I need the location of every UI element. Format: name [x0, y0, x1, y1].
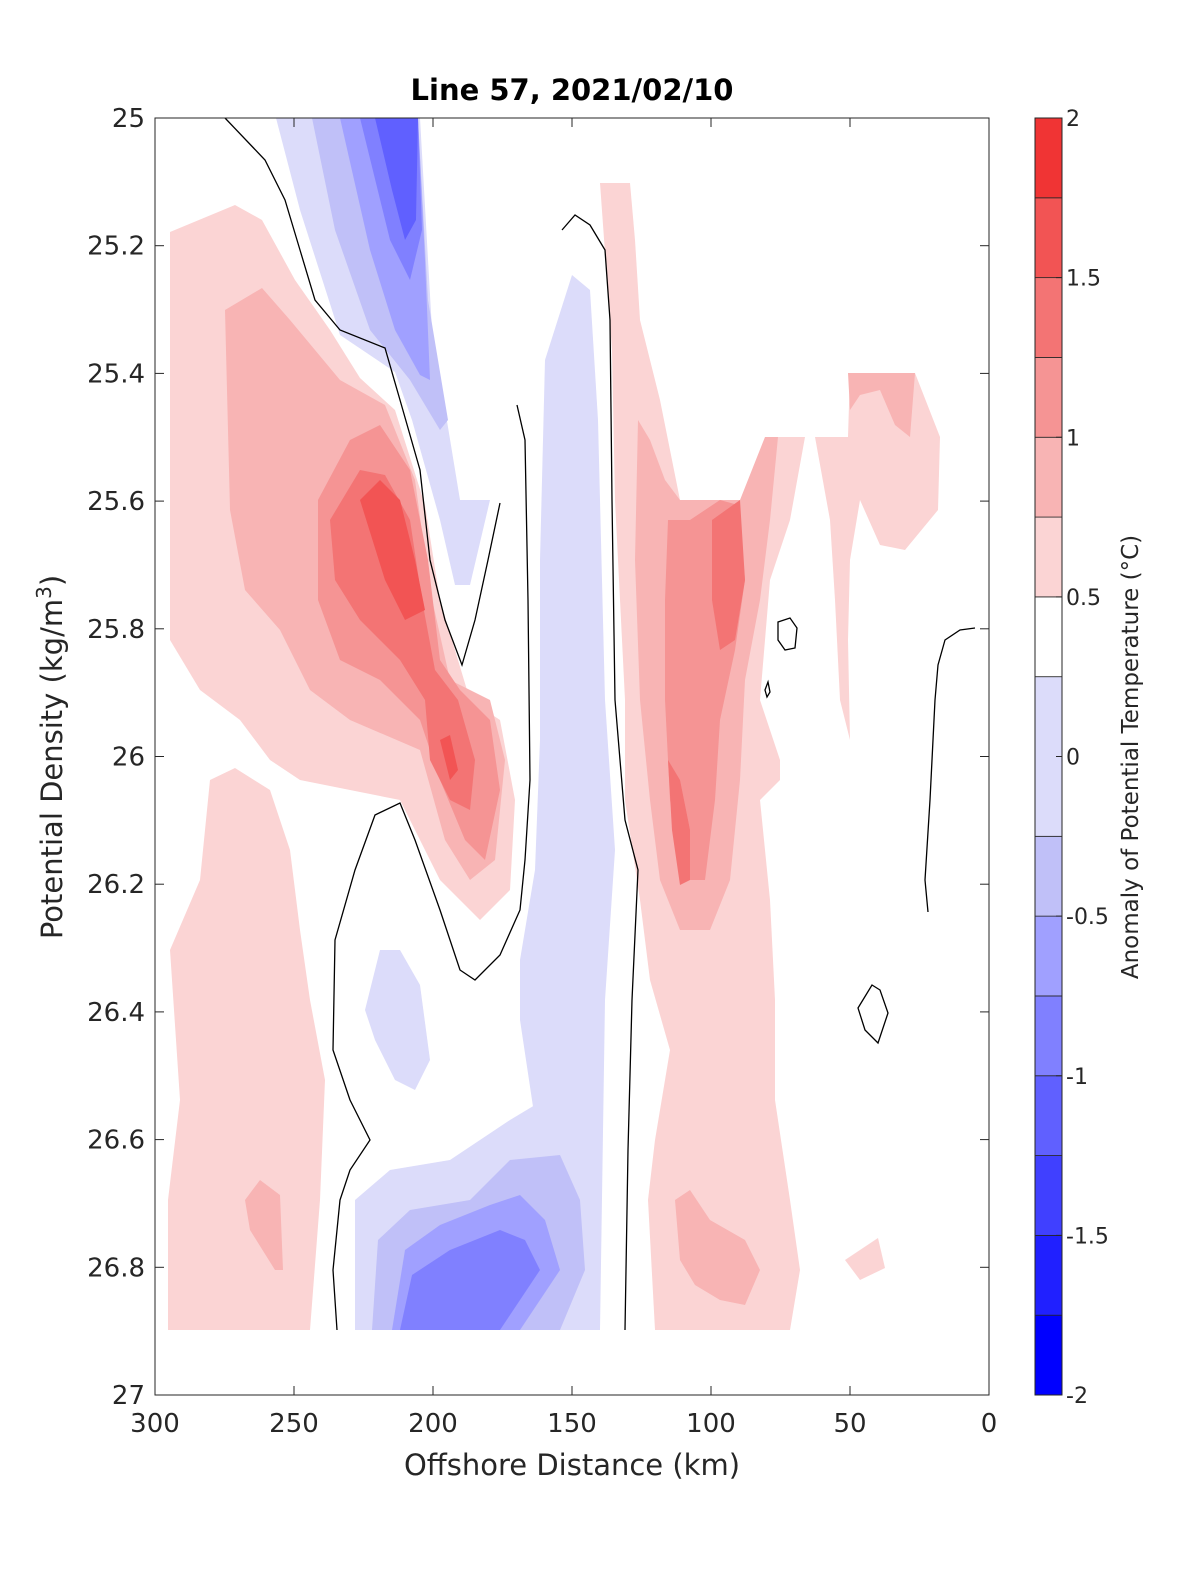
y-axis-label-close: )	[35, 575, 69, 586]
colorbar-swatch	[1034, 357, 1063, 438]
colorbar-swatch	[1034, 117, 1063, 199]
contour-band-pos-050-far-east	[848, 373, 915, 437]
contour-band-pos-050-east-deep	[675, 1190, 760, 1305]
y-tick-label: 26.2	[87, 870, 145, 900]
x-tick-label: 300	[130, 1409, 180, 1439]
zero-contour-far-east	[924, 627, 976, 913]
contour-band-pos-025-far-east	[815, 373, 940, 740]
y-tick-label: 25.4	[87, 359, 145, 389]
colorbar-tick-label: -2	[1066, 1384, 1088, 1409]
contour-band-neg-100-deep	[400, 1230, 540, 1330]
y-axis-label-superscript: 3	[32, 586, 56, 599]
y-tick-label: 25.2	[87, 232, 145, 262]
colorbar-swatch	[1034, 436, 1063, 518]
contour-band-pos-100-east-deep	[668, 760, 690, 885]
y-tick-label: 25	[112, 104, 145, 134]
y-tick-label: 26.6	[87, 1126, 145, 1156]
x-tick-label: 250	[269, 1409, 319, 1439]
x-tick-label: 200	[408, 1409, 458, 1439]
y-tick-label: 27	[112, 1381, 145, 1411]
y-axis-label-main: Potential Density (kg/m	[35, 599, 69, 939]
contour-band-pos-100-east	[712, 500, 745, 650]
colorbar-swatch	[1034, 197, 1063, 279]
colorbar-swatch	[1034, 835, 1063, 917]
colorbar-tick-label: 2	[1066, 107, 1080, 132]
contour-band-neg-025	[276, 118, 490, 585]
colorbar-swatch	[1034, 995, 1063, 1077]
y-tick-label: 26.4	[87, 998, 145, 1028]
plot-area	[154, 117, 990, 1396]
contour-band-pos-125-west	[360, 480, 425, 620]
zero-contour-mid	[332, 404, 531, 1331]
x-axis: 300 250 200 150 100 50 0	[130, 118, 997, 1439]
colorbar-swatch	[1034, 915, 1063, 997]
x-axis-label: Offshore Distance (km)	[404, 1448, 740, 1482]
colorbar-swatch	[1034, 1155, 1063, 1236]
contour-band-pos-025-small-east	[845, 1238, 885, 1280]
colorbar-tick-label: 0	[1066, 746, 1080, 771]
colorbar-swatch	[1034, 1234, 1063, 1316]
colorbar-tick-label: -1.5	[1066, 1224, 1109, 1249]
y-axis: 25 25.2 25.4 25.6 25.8 26 26.2 26.4 26.6 26.8 27	[87, 104, 989, 1411]
x-tick-label: 150	[547, 1409, 597, 1439]
colorbar-swatch	[1034, 516, 1063, 598]
colorbar-axis: 2 1.5 1 0.5 0 -0.5 -1 -1.5 -2	[1056, 107, 1109, 1409]
y-tick-label: 26.8	[87, 1253, 145, 1283]
contour-band-pos-100-west	[330, 470, 475, 810]
y-tick-label: 26	[112, 743, 145, 773]
contour-band-neg-025-mid	[365, 950, 430, 1090]
positive-anomaly-bands	[168, 183, 940, 1330]
colorbar-swatch	[1034, 277, 1063, 358]
zero-contour-lines	[224, 117, 976, 1331]
y-tick-label: 25.6	[87, 487, 145, 517]
zero-contour-small-loop	[857, 984, 889, 1045]
colorbar-swatch	[1034, 596, 1063, 678]
x-tick-label: 100	[686, 1409, 736, 1439]
negative-anomaly-bands	[276, 118, 615, 1330]
colorbar-tick-label: -1	[1066, 1065, 1088, 1090]
colorbar-tick-label: 0.5	[1066, 586, 1101, 611]
colorbar-tick-label: -0.5	[1066, 905, 1109, 930]
contour-band-neg-125	[375, 118, 418, 240]
y-axis-label: Potential Density (kg/m3)	[32, 575, 69, 939]
x-tick-label: 50	[833, 1409, 866, 1439]
colorbar-swatch	[1034, 1314, 1063, 1396]
contour-band-pos-025-deep-west	[168, 768, 325, 1330]
contour-band-pos-125-small	[440, 735, 458, 780]
chart-title: Line 57, 2021/02/10	[411, 73, 734, 107]
zero-contour-central	[561, 214, 639, 1331]
contour-band-neg-025-central	[520, 275, 615, 1330]
colorbar-tick-label: 1.5	[1066, 267, 1101, 292]
colorbar-swatch	[1034, 1075, 1063, 1156]
zero-contour-east-dot	[764, 679, 771, 699]
colorbar-label: Anomaly of Potential Temperature (°C)	[1118, 535, 1144, 979]
zero-contour-west	[224, 117, 501, 668]
contour-band-pos-050-deep-west	[245, 1180, 283, 1270]
zero-contour-east-loop	[777, 617, 798, 651]
y-tick-label: 25.8	[87, 615, 145, 645]
colorbar-tick-label: 1	[1066, 426, 1080, 451]
x-tick-label: 0	[981, 1409, 998, 1439]
